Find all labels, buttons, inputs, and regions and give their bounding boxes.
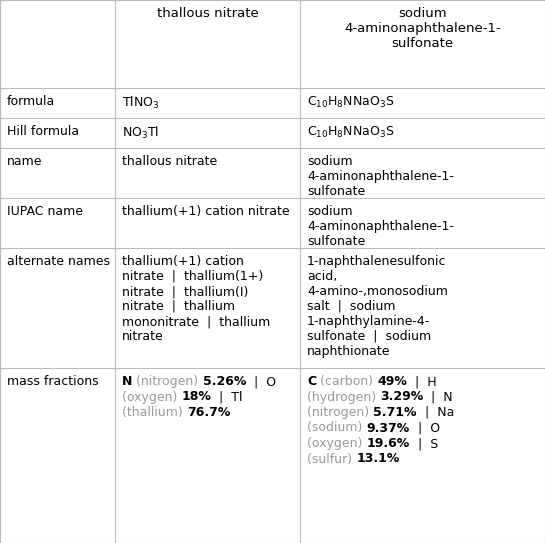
Text: name: name (7, 155, 43, 168)
Text: alternate names: alternate names (7, 255, 110, 268)
Text: sodium
4-aminonaphthalene-1-
sulfonate: sodium 4-aminonaphthalene-1- sulfonate (307, 155, 454, 198)
Text: NO$_3$Tl: NO$_3$Tl (122, 125, 159, 141)
Text: 5.71%: 5.71% (373, 406, 416, 419)
Text: sodium
4-aminonaphthalene-1-
sulfonate: sodium 4-aminonaphthalene-1- sulfonate (307, 205, 454, 248)
Text: |  H: | H (407, 375, 437, 388)
Text: (sulfur): (sulfur) (307, 452, 356, 465)
Text: |  Tl: | Tl (211, 390, 243, 403)
Text: (nitrogen): (nitrogen) (132, 375, 203, 388)
Text: (hydrogen): (hydrogen) (307, 390, 380, 403)
Text: 19.6%: 19.6% (366, 437, 410, 450)
Text: |  Na: | Na (416, 406, 454, 419)
Text: IUPAC name: IUPAC name (7, 205, 83, 218)
Text: thallium(+1) cation nitrate: thallium(+1) cation nitrate (122, 205, 289, 218)
Text: 9.37%: 9.37% (366, 421, 410, 434)
Text: |  O: | O (410, 421, 440, 434)
Text: 18%: 18% (181, 390, 211, 403)
Text: |  O: | O (246, 375, 276, 388)
Text: 5.26%: 5.26% (203, 375, 246, 388)
Text: (carbon): (carbon) (316, 375, 377, 388)
Text: TlNO$_3$: TlNO$_3$ (122, 95, 159, 111)
Text: C: C (307, 375, 316, 388)
Text: C$_{10}$H$_8$NNaO$_3$S: C$_{10}$H$_8$NNaO$_3$S (307, 95, 394, 110)
Text: (thallium): (thallium) (122, 406, 187, 419)
Text: 76.7%: 76.7% (187, 406, 230, 419)
Text: mass fractions: mass fractions (7, 375, 99, 388)
Text: thallium(+1) cation
nitrate  |  thallium(1+)
nitrate  |  thallium(I)
nitrate  | : thallium(+1) cation nitrate | thallium(1… (122, 255, 270, 343)
Text: formula: formula (7, 95, 55, 108)
Text: C$_{10}$H$_8$NNaO$_3$S: C$_{10}$H$_8$NNaO$_3$S (307, 125, 394, 140)
Text: |  S: | S (410, 437, 438, 450)
Text: N: N (122, 375, 132, 388)
Text: thallous nitrate: thallous nitrate (156, 7, 258, 20)
Text: thallous nitrate: thallous nitrate (122, 155, 217, 168)
Text: (oxygen): (oxygen) (122, 390, 181, 403)
Text: Hill formula: Hill formula (7, 125, 79, 138)
Text: 13.1%: 13.1% (356, 452, 399, 465)
Text: |  N: | N (423, 390, 453, 403)
Text: 49%: 49% (377, 375, 407, 388)
Text: (sodium): (sodium) (307, 421, 366, 434)
Text: (oxygen): (oxygen) (307, 437, 366, 450)
Text: (nitrogen): (nitrogen) (307, 406, 373, 419)
Text: 1-naphthalenesulfonic
acid,
4-amino-,monosodium
salt  |  sodium
1-naphthylamine-: 1-naphthalenesulfonic acid, 4-amino-,mon… (307, 255, 448, 358)
Text: 3.29%: 3.29% (380, 390, 423, 403)
Text: sodium
4-aminonaphthalene-1-
sulfonate: sodium 4-aminonaphthalene-1- sulfonate (344, 7, 501, 50)
